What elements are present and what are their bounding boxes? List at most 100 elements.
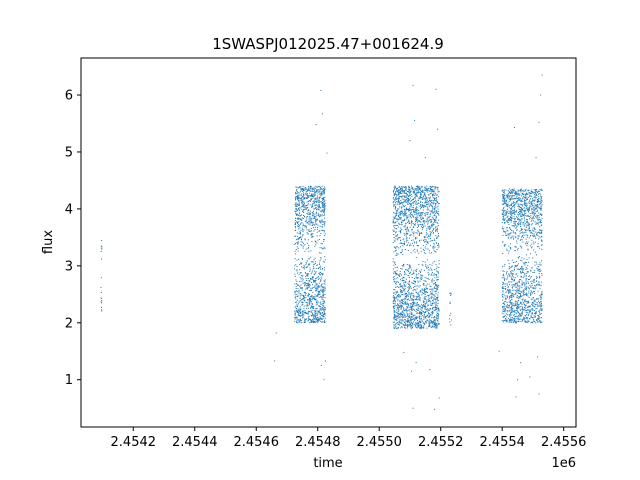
data-point bbox=[426, 196, 428, 198]
data-point bbox=[398, 323, 400, 325]
data-point bbox=[410, 321, 412, 323]
data-point bbox=[427, 288, 429, 290]
data-point bbox=[399, 192, 401, 194]
data-point bbox=[399, 302, 401, 304]
data-point bbox=[404, 327, 406, 329]
data-point bbox=[537, 205, 539, 207]
data-point bbox=[306, 312, 308, 314]
data-point bbox=[533, 249, 535, 251]
data-point bbox=[511, 192, 513, 194]
data-point bbox=[425, 201, 427, 203]
data-point bbox=[433, 200, 435, 202]
data-point bbox=[396, 220, 398, 222]
data-point bbox=[400, 242, 402, 244]
data-point bbox=[527, 208, 529, 210]
data-point bbox=[296, 198, 298, 200]
data-point bbox=[419, 197, 421, 199]
data-point bbox=[305, 208, 307, 210]
data-point bbox=[431, 193, 433, 195]
data-point bbox=[305, 207, 307, 209]
data-point bbox=[404, 313, 406, 315]
data-point bbox=[303, 264, 305, 266]
data-point bbox=[318, 205, 320, 207]
data-point bbox=[322, 211, 324, 213]
data-point bbox=[408, 264, 410, 266]
data-point bbox=[323, 290, 325, 292]
data-point bbox=[415, 323, 417, 325]
data-point bbox=[320, 258, 322, 260]
data-point bbox=[435, 194, 437, 196]
data-point bbox=[421, 190, 423, 192]
data-point bbox=[524, 201, 526, 203]
data-point bbox=[100, 297, 102, 299]
data-point bbox=[529, 235, 531, 237]
data-point bbox=[436, 289, 438, 291]
data-point bbox=[296, 197, 298, 199]
data-point bbox=[324, 225, 326, 227]
data-point bbox=[310, 234, 312, 236]
data-point bbox=[424, 206, 426, 208]
data-point bbox=[401, 201, 403, 203]
data-point bbox=[408, 222, 410, 224]
data-point bbox=[438, 308, 440, 310]
data-point bbox=[436, 284, 438, 286]
data-point bbox=[510, 312, 512, 314]
data-point bbox=[423, 269, 425, 271]
data-point bbox=[518, 280, 520, 282]
data-point bbox=[518, 214, 520, 216]
data-point bbox=[310, 305, 312, 307]
data-point bbox=[502, 199, 504, 201]
data-point bbox=[314, 222, 316, 224]
data-point bbox=[412, 192, 414, 194]
data-point bbox=[410, 322, 412, 324]
data-point bbox=[416, 297, 418, 299]
data-point bbox=[533, 207, 535, 209]
data-point bbox=[394, 250, 396, 252]
data-point bbox=[404, 209, 406, 211]
data-point bbox=[312, 203, 314, 205]
data-point bbox=[313, 264, 315, 266]
data-point bbox=[320, 318, 322, 320]
data-point bbox=[510, 216, 512, 218]
data-point bbox=[515, 211, 517, 213]
data-point bbox=[392, 261, 394, 263]
data-point bbox=[312, 320, 314, 322]
data-point bbox=[510, 228, 512, 230]
data-point bbox=[399, 195, 401, 197]
data-point bbox=[524, 314, 526, 316]
data-point bbox=[300, 238, 302, 240]
data-point bbox=[307, 286, 309, 288]
data-point bbox=[407, 326, 409, 327]
data-point bbox=[531, 224, 533, 226]
data-point bbox=[318, 290, 320, 292]
data-point bbox=[541, 196, 543, 198]
data-point bbox=[394, 302, 396, 304]
data-point bbox=[321, 205, 323, 207]
data-point bbox=[312, 315, 314, 317]
data-point bbox=[297, 238, 299, 240]
data-point bbox=[398, 187, 400, 189]
data-point bbox=[520, 213, 522, 215]
data-point bbox=[430, 227, 432, 229]
data-point bbox=[527, 214, 529, 216]
data-point bbox=[305, 276, 307, 278]
data-point bbox=[315, 286, 317, 288]
data-point bbox=[520, 228, 522, 230]
data-point bbox=[402, 288, 404, 290]
data-point bbox=[419, 321, 421, 323]
data-point bbox=[515, 282, 517, 284]
data-point bbox=[400, 192, 402, 194]
data-point bbox=[298, 226, 300, 228]
data-point bbox=[532, 220, 534, 222]
data-point bbox=[404, 219, 406, 221]
data-point bbox=[297, 221, 299, 223]
data-point bbox=[406, 237, 408, 239]
data-point bbox=[511, 321, 513, 323]
data-point bbox=[429, 285, 431, 287]
data-point bbox=[401, 299, 403, 301]
data-point bbox=[528, 309, 530, 311]
data-point bbox=[307, 188, 309, 190]
data-point bbox=[406, 209, 408, 211]
data-point bbox=[533, 210, 535, 212]
data-point bbox=[427, 242, 429, 244]
